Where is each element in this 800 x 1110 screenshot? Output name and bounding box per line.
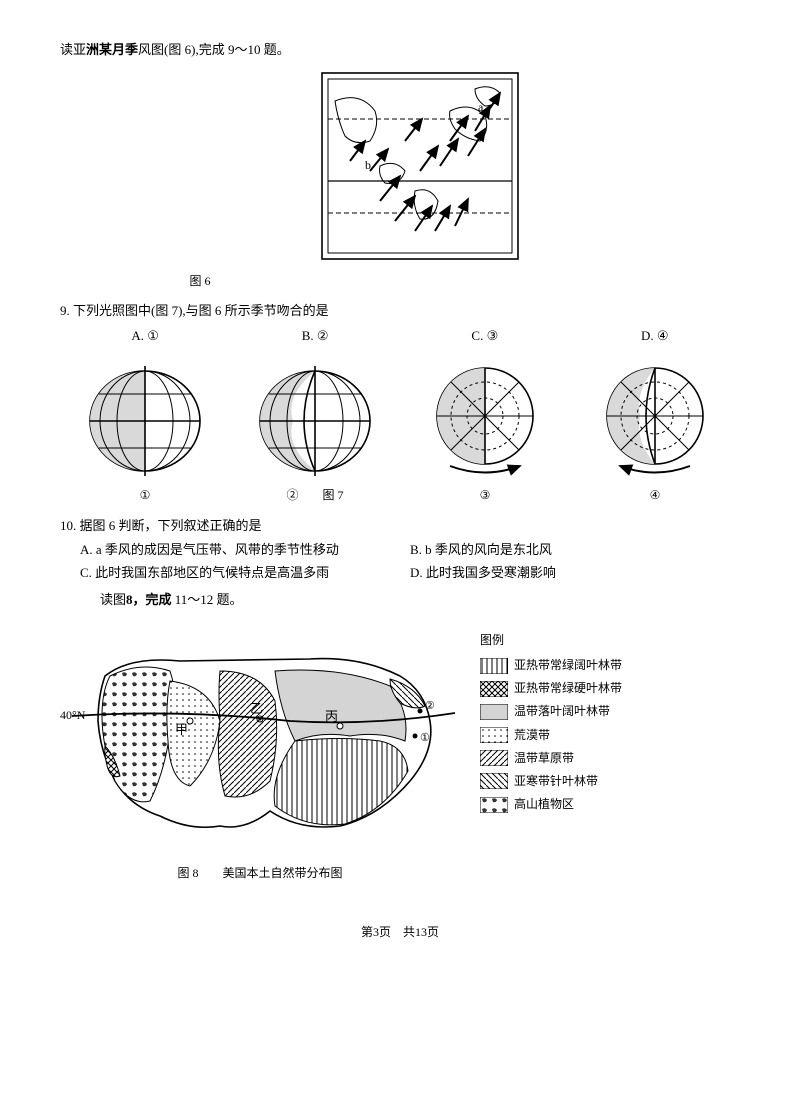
legend-label: 亚热带常绿硬叶林带 [514,679,622,698]
legend-item: 高山植物区 [480,795,622,814]
legend: 图例 亚热带常绿阔叶林带亚热带常绿硬叶林带温带落叶阔叶林带荒漠带温带草原带亚寒带… [480,631,622,819]
q9-opt-b: B. ② [302,326,329,347]
q9-opt-c: C. ③ [471,326,498,347]
legend-label: 高山植物区 [514,795,574,814]
legend-item: 荒漠带 [480,726,622,745]
figure-8: 40°N 甲 乙 丙 ① ② 图 8 美国本土自然带分布图 图例 亚热带常绿阔叶… [60,631,740,883]
legend-title: 图例 [480,631,622,650]
globe-2 [245,361,385,481]
usa-map: 40°N 甲 乙 丙 ① ② [60,631,460,851]
intro-text: 读亚洲某月季风图(图 6),完成 9～10 题。 [60,40,740,61]
q10-opt-d: D. 此时我国多受寒潮影响 [410,563,740,584]
globe-4 [585,361,725,481]
q9-opt-d: D. ④ [641,326,669,347]
figure-7 [60,361,740,481]
marker-jia: 甲 [175,722,188,737]
legend-label: 温带落叶阔叶林带 [514,702,610,721]
q10-options: A. a 季风的成因是气压带、风带的季节性移动 B. b 季风的风向是东北风 C… [80,540,740,586]
legend-label: 温带草原带 [514,749,574,768]
fig6-caption: 图 6 [100,272,300,291]
marker-a: a [478,100,484,114]
intro-2: 读图8，完成 11～12 题。 [100,590,740,611]
marker-bing: 丙 [325,709,338,724]
marker-yi: 乙 [250,701,263,716]
marker-c1: ① [420,732,430,744]
legend-label: 荒漠带 [514,726,550,745]
q10-opt-a: A. a 季风的成因是气压带、风带的季节性移动 [80,540,410,561]
q9-opt-a: A. ① [131,326,159,347]
marker-c2: ② [425,700,435,712]
q10-opt-c: C. 此时我国东部地区的气候特点是高温多雨 [80,563,410,584]
legend-label: 亚寒带针叶林带 [514,772,598,791]
page-number: 第3页 共13页 [60,923,740,942]
fig8-caption: 图 8 美国本土自然带分布图 [60,864,460,883]
legend-item: 温带落叶阔叶林带 [480,702,622,721]
legend-label: 亚热带常绿阔叶林带 [514,656,622,675]
marker-b: b [365,158,371,172]
fig6-svg: a b [320,71,520,261]
q10-opt-b: B. b 季风的风向是东北风 [410,540,740,561]
question-10: 10. 据图 6 判断，下列叙述正确的是 [60,516,740,537]
legend-item: 温带草原带 [480,749,622,768]
q9-options: A. ① B. ② C. ③ D. ④ [60,326,740,347]
legend-item: 亚热带常绿阔叶林带 [480,656,622,675]
globe-3 [415,361,555,481]
globe-1 [75,361,215,481]
figure-6: a b 图 6 [60,71,740,291]
fig7-labels: ① ② 图 7 ③ ④ [60,486,740,505]
lat-40n: 40°N [60,708,86,722]
legend-item: 亚寒带针叶林带 [480,772,622,791]
question-9: 9. 下列光照图中(图 7),与图 6 所示季节吻合的是 [60,301,740,322]
legend-item: 亚热带常绿硬叶林带 [480,679,622,698]
